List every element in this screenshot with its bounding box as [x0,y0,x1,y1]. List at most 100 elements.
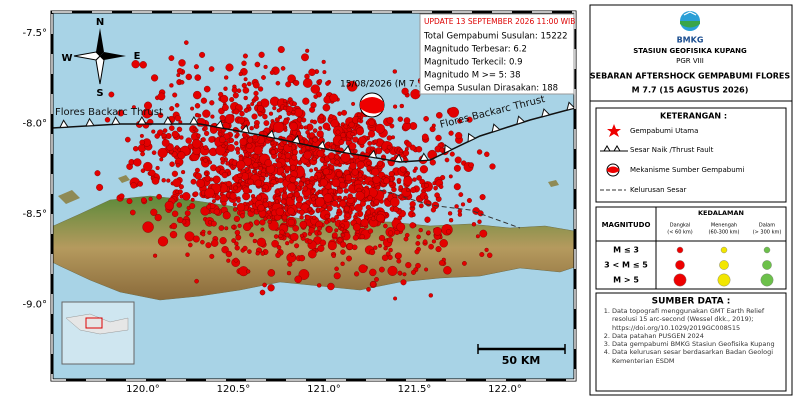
aftershock [233,215,241,223]
aftershock [171,210,179,218]
aftershock [340,122,345,127]
aftershock [340,249,346,255]
thrust-fault [52,107,575,163]
aftershock [253,219,260,226]
aftershock [177,216,184,224]
aftershock [204,130,210,137]
aftershock [298,254,306,262]
aftershock [335,129,341,135]
aftershock [275,207,284,216]
aftershock [423,116,429,122]
aftershock [242,222,252,232]
depth-symbol [717,273,731,287]
compass-label: E [134,51,141,62]
aftershock [228,137,235,144]
aftershock [284,165,291,172]
aftershock [285,241,290,246]
aftershock [246,142,253,150]
aftershock [193,191,199,197]
aftershock [211,199,216,204]
aftershock [375,185,381,190]
aftershock [287,261,293,267]
aftershock [285,81,292,88]
aftershock [108,91,115,98]
aftershock [262,113,268,120]
aftershock [356,118,361,123]
aftershock [308,68,316,77]
aftershock [475,234,480,239]
aftershock [403,117,411,124]
aftershock [161,178,166,183]
compass-label: W [61,53,72,64]
aftershock [240,181,246,187]
aftershock [225,63,234,72]
aftershock [218,225,225,231]
aftershock [209,253,215,259]
aftershock [294,108,303,118]
aftershock [402,272,407,277]
aftershock [317,230,322,236]
aftershock [174,145,180,150]
aftershock [424,216,431,223]
aftershock [196,178,205,188]
aftershock [373,198,380,205]
aftershock [226,258,231,263]
aftershock [179,80,185,85]
aftershock [350,131,355,137]
aftershock [255,251,260,256]
aftershock [368,119,376,126]
aftershock [239,137,248,146]
aftershock [296,130,302,136]
aftershock [457,208,462,214]
fault-lineament [379,189,521,229]
aftershock [233,185,238,191]
aftershock [351,101,356,106]
aftershock [399,149,404,154]
aftershock [190,106,195,111]
thrust-tooth [444,144,453,154]
aftershock [352,136,359,143]
lon-label: 120.5° [217,384,251,395]
aftershock [190,178,197,185]
aftershock [270,141,275,146]
aftershock [282,105,288,111]
legend-box [595,107,787,203]
bmkg-logo [680,11,700,31]
aftershock [303,150,312,160]
aftershock [168,125,175,131]
aftershock [275,161,283,169]
aftershock [229,192,237,200]
aftershock [287,182,297,192]
aftershock [157,92,166,101]
aftershock [162,128,168,133]
aftershock [388,247,393,253]
aftershock [466,116,473,123]
aftershock [171,170,179,177]
depth-symbol [762,260,772,270]
aftershock [374,276,379,282]
aftershock [176,67,183,74]
aftershock [130,182,137,189]
aftershock [322,122,331,131]
aftershock [329,158,336,165]
aftershock [257,170,262,175]
aftershock [291,154,298,161]
aftershock [222,211,231,220]
aftershock [421,133,429,141]
aftershock [428,243,434,250]
aftershock [304,73,310,80]
aftershock [177,151,186,160]
aftershock [189,202,196,209]
aftershock [183,40,189,45]
aftershock [430,207,437,213]
aftershock [181,170,186,175]
aftershock [410,89,421,100]
aftershock [378,243,383,248]
depth-name: Dangkal [670,223,691,229]
aftershock [221,104,229,112]
aftershock [460,202,466,207]
legend-label: Kelurusan Sesar [630,186,687,194]
aftershock [484,151,490,158]
thrust-tooth [137,115,147,125]
aftershock [275,80,281,86]
